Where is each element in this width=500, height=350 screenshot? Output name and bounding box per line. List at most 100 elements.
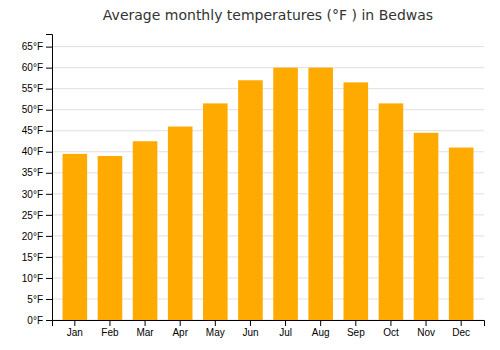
x-tick: Mar [136,320,154,338]
x-tick: Apr [172,320,188,338]
x-tick-label: Jun [242,327,258,338]
grid-line [52,109,484,110]
x-tick-mark [285,320,286,326]
y-tick: 50°F [22,104,52,115]
y-tick-mark [46,131,52,132]
x-tick: Jun [242,320,258,338]
y-tick: 30°F [22,189,52,200]
x-tick-label: Mar [136,327,154,338]
x-tick-label: May [206,327,225,338]
y-tick-label: 50°F [22,104,43,115]
x-tick: Aug [312,320,330,338]
y-tick-mark [46,236,52,237]
bar [98,156,123,320]
grid-line [52,88,484,89]
y-tick: 40°F [22,146,52,157]
y-tick: 20°F [22,231,52,242]
grid [52,47,484,320]
y-axis: 0°F 5°F 10°F 15°F 20°F 25°F 30°F 35°F 40°F 45°F 50… [22,35,53,326]
y-tick-label: 30°F [22,189,43,200]
bar [238,80,263,320]
y-tick-mark [46,89,52,90]
x-tick: Jan [67,320,83,338]
bars [63,68,474,320]
bar [63,154,88,320]
bar [414,133,439,320]
x-tick-label: Apr [172,327,188,338]
y-tick-label: 40°F [22,146,43,157]
x-tick: May [206,320,225,338]
chart: Jan Feb Mar Apr May Jun Jul Aug Sep Oct Nov Dec 0°F 5… [0,0,500,350]
y-tick-label: 15°F [22,252,43,263]
y-tick-label: 55°F [22,83,43,94]
x-tick-label: Oct [383,327,399,338]
y-tick-label: 65°F [22,41,43,52]
y-tick-label: 20°F [22,231,43,242]
y-tick-label: 25°F [22,210,43,221]
y-tick: 5°F [27,294,52,305]
y-tick-mark [46,47,52,48]
x-tick-mark [74,320,75,326]
bar [449,148,474,320]
x-tick-mark [355,320,356,326]
x-tick-mark [215,320,216,326]
bar [273,68,298,320]
x-tick: Feb [101,320,119,338]
y-tick-label: 60°F [22,62,43,73]
y-tick: 35°F [22,167,52,178]
x-tick-mark [426,320,427,326]
x-tick-label: Aug [312,327,330,338]
x-tick: Dec [452,320,470,338]
y-tick-mark [46,68,52,69]
x-tick-mark [145,320,146,326]
y-tick-mark [46,110,52,111]
y-tick-label: 5°F [27,294,43,305]
grid-line [52,46,484,47]
y-tick-mark [46,152,52,153]
y-tick-mark [46,278,52,279]
bar [344,82,369,320]
x-tick: Jul [279,320,292,338]
y-tick: 45°F [22,125,52,136]
x-tick-mark [109,320,110,326]
bar [379,103,404,320]
x-tick-label: Jul [279,327,292,338]
y-axis-line [46,35,53,321]
x-axis: Jan Feb Mar Apr May Jun Jul Aug Sep Oct Nov Dec [53,320,485,338]
y-tick-label: 35°F [22,167,43,178]
y-tick-mark [46,215,52,216]
grid-line [52,130,484,131]
x-tick-label: Nov [417,327,435,338]
x-tick-label: Jan [67,327,83,338]
x-tick-mark [461,320,462,326]
bar [203,103,228,320]
x-tick-mark [390,320,391,326]
y-tick-mark [46,320,52,321]
x-tick-mark [320,320,321,326]
x-tick: Nov [417,320,435,338]
title: Average monthly temperatures (°F ) in Be… [103,7,433,23]
x-tick: Sep [347,320,365,338]
bar [308,68,333,320]
y-tick: 10°F [22,273,52,284]
y-tick-label: 10°F [22,273,43,284]
y-tick-mark [46,173,52,174]
y-tick: 25°F [22,210,52,221]
x-axis-line [53,321,485,327]
y-tick-label: 45°F [22,125,43,136]
x-tick-mark [250,320,251,326]
y-tick: 65°F [22,41,52,52]
x-tick-label: Dec [452,327,470,338]
y-tick: 55°F [22,83,52,94]
y-tick-mark [46,194,52,195]
y-tick: 15°F [22,252,52,263]
grid-line [52,67,484,68]
y-tick-mark [46,299,52,300]
bar [168,127,193,320]
x-tick-mark [180,320,181,326]
x-tick: Oct [383,320,399,338]
x-tick-label: Sep [347,327,365,338]
bar [133,141,158,320]
x-tick-label: Feb [101,327,119,338]
y-tick-label: 0°F [27,315,43,326]
